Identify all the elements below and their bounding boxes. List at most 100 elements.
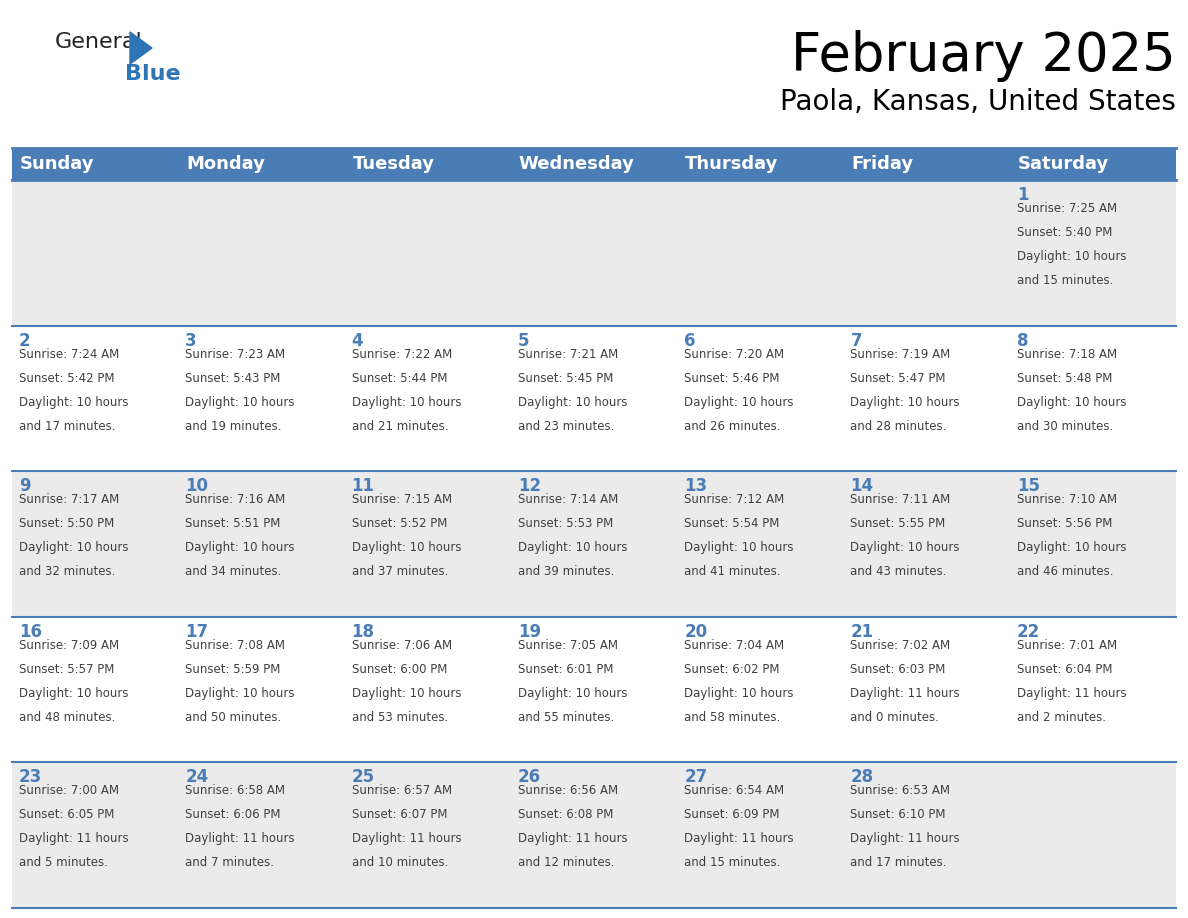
Text: Sunrise: 7:20 AM: Sunrise: 7:20 AM <box>684 348 784 361</box>
Text: Daylight: 11 hours: Daylight: 11 hours <box>684 833 794 845</box>
Text: Sunset: 6:09 PM: Sunset: 6:09 PM <box>684 809 779 822</box>
Text: and 34 minutes.: and 34 minutes. <box>185 565 282 578</box>
Text: Sunrise: 7:23 AM: Sunrise: 7:23 AM <box>185 348 285 361</box>
Text: Sunrise: 7:01 AM: Sunrise: 7:01 AM <box>1017 639 1117 652</box>
Text: Daylight: 10 hours: Daylight: 10 hours <box>518 687 627 700</box>
Text: Sunset: 6:03 PM: Sunset: 6:03 PM <box>851 663 946 676</box>
Text: and 15 minutes.: and 15 minutes. <box>1017 274 1113 287</box>
Polygon shape <box>129 32 152 64</box>
Text: Sunrise: 6:57 AM: Sunrise: 6:57 AM <box>352 784 451 798</box>
Text: Sunset: 6:01 PM: Sunset: 6:01 PM <box>518 663 613 676</box>
Text: 9: 9 <box>19 477 31 495</box>
Text: Sunset: 6:10 PM: Sunset: 6:10 PM <box>851 809 946 822</box>
Text: and 32 minutes.: and 32 minutes. <box>19 565 115 578</box>
Text: Daylight: 10 hours: Daylight: 10 hours <box>352 687 461 700</box>
Text: and 48 minutes.: and 48 minutes. <box>19 711 115 724</box>
Text: Sunset: 5:54 PM: Sunset: 5:54 PM <box>684 517 779 531</box>
Text: Daylight: 10 hours: Daylight: 10 hours <box>851 542 960 554</box>
Text: and 53 minutes.: and 53 minutes. <box>352 711 448 724</box>
Text: and 43 minutes.: and 43 minutes. <box>851 565 947 578</box>
Text: Sunset: 6:07 PM: Sunset: 6:07 PM <box>352 809 447 822</box>
Text: Sunrise: 7:25 AM: Sunrise: 7:25 AM <box>1017 202 1117 215</box>
Text: Sunset: 5:57 PM: Sunset: 5:57 PM <box>19 663 114 676</box>
Text: Sunrise: 7:02 AM: Sunrise: 7:02 AM <box>851 639 950 652</box>
Text: Thursday: Thursday <box>685 155 778 173</box>
Text: Friday: Friday <box>852 155 914 173</box>
Text: and 19 minutes.: and 19 minutes. <box>185 420 282 432</box>
Text: Sunset: 5:48 PM: Sunset: 5:48 PM <box>1017 372 1112 385</box>
Text: Sunrise: 7:18 AM: Sunrise: 7:18 AM <box>1017 348 1117 361</box>
Text: 22: 22 <box>1017 622 1040 641</box>
Text: 4: 4 <box>352 331 364 350</box>
Text: Sunset: 6:02 PM: Sunset: 6:02 PM <box>684 663 779 676</box>
Text: 24: 24 <box>185 768 209 787</box>
Text: Sunset: 5:43 PM: Sunset: 5:43 PM <box>185 372 280 385</box>
Bar <box>12 617 1176 763</box>
Bar <box>12 763 1176 908</box>
Text: 28: 28 <box>851 768 873 787</box>
Text: 6: 6 <box>684 331 696 350</box>
Text: Sunset: 5:50 PM: Sunset: 5:50 PM <box>19 517 114 531</box>
Text: Sunrise: 7:24 AM: Sunrise: 7:24 AM <box>19 348 119 361</box>
Text: 19: 19 <box>518 622 541 641</box>
Text: Sunday: Sunday <box>20 155 95 173</box>
Text: Sunrise: 7:22 AM: Sunrise: 7:22 AM <box>352 348 451 361</box>
Text: Daylight: 10 hours: Daylight: 10 hours <box>851 396 960 409</box>
Text: and 41 minutes.: and 41 minutes. <box>684 565 781 578</box>
Text: and 28 minutes.: and 28 minutes. <box>851 420 947 432</box>
Text: 5: 5 <box>518 331 530 350</box>
Text: and 17 minutes.: and 17 minutes. <box>19 420 115 432</box>
Text: and 5 minutes.: and 5 minutes. <box>19 856 108 869</box>
Text: Daylight: 11 hours: Daylight: 11 hours <box>185 833 295 845</box>
Text: 17: 17 <box>185 622 208 641</box>
Text: and 15 minutes.: and 15 minutes. <box>684 856 781 869</box>
Text: Sunset: 5:44 PM: Sunset: 5:44 PM <box>352 372 447 385</box>
Text: and 26 minutes.: and 26 minutes. <box>684 420 781 432</box>
Text: and 30 minutes.: and 30 minutes. <box>1017 420 1113 432</box>
Text: Daylight: 11 hours: Daylight: 11 hours <box>352 833 461 845</box>
Text: and 7 minutes.: and 7 minutes. <box>185 856 274 869</box>
Text: 7: 7 <box>851 331 862 350</box>
Text: 27: 27 <box>684 768 707 787</box>
Text: Sunrise: 7:11 AM: Sunrise: 7:11 AM <box>851 493 950 506</box>
Text: Daylight: 11 hours: Daylight: 11 hours <box>851 833 960 845</box>
Text: Sunrise: 7:15 AM: Sunrise: 7:15 AM <box>352 493 451 506</box>
Text: and 50 minutes.: and 50 minutes. <box>185 711 282 724</box>
Text: Daylight: 10 hours: Daylight: 10 hours <box>352 542 461 554</box>
Text: 11: 11 <box>352 477 374 495</box>
Text: Monday: Monday <box>187 155 265 173</box>
Text: Daylight: 10 hours: Daylight: 10 hours <box>684 687 794 700</box>
Text: Daylight: 10 hours: Daylight: 10 hours <box>1017 542 1126 554</box>
Text: Daylight: 10 hours: Daylight: 10 hours <box>684 396 794 409</box>
Text: Sunset: 5:45 PM: Sunset: 5:45 PM <box>518 372 613 385</box>
Text: 10: 10 <box>185 477 208 495</box>
Text: Sunrise: 7:14 AM: Sunrise: 7:14 AM <box>518 493 618 506</box>
Text: Daylight: 11 hours: Daylight: 11 hours <box>1017 687 1126 700</box>
Text: 14: 14 <box>851 477 873 495</box>
Text: 13: 13 <box>684 477 707 495</box>
Text: and 23 minutes.: and 23 minutes. <box>518 420 614 432</box>
Text: Sunrise: 7:19 AM: Sunrise: 7:19 AM <box>851 348 950 361</box>
Text: Sunrise: 7:21 AM: Sunrise: 7:21 AM <box>518 348 618 361</box>
Text: 12: 12 <box>518 477 541 495</box>
Text: and 21 minutes.: and 21 minutes. <box>352 420 448 432</box>
Text: 18: 18 <box>352 622 374 641</box>
Text: Paola, Kansas, United States: Paola, Kansas, United States <box>781 88 1176 116</box>
Text: Saturday: Saturday <box>1018 155 1108 173</box>
Text: Daylight: 10 hours: Daylight: 10 hours <box>518 542 627 554</box>
Text: 23: 23 <box>19 768 43 787</box>
Text: Sunset: 6:00 PM: Sunset: 6:00 PM <box>352 663 447 676</box>
Text: Daylight: 10 hours: Daylight: 10 hours <box>518 396 627 409</box>
Text: 2: 2 <box>19 331 31 350</box>
Text: Sunrise: 7:09 AM: Sunrise: 7:09 AM <box>19 639 119 652</box>
Text: Daylight: 11 hours: Daylight: 11 hours <box>19 833 128 845</box>
Text: Daylight: 10 hours: Daylight: 10 hours <box>684 542 794 554</box>
Text: Sunrise: 7:06 AM: Sunrise: 7:06 AM <box>352 639 451 652</box>
Text: Daylight: 10 hours: Daylight: 10 hours <box>19 396 128 409</box>
Text: Daylight: 11 hours: Daylight: 11 hours <box>851 687 960 700</box>
Text: Sunset: 5:59 PM: Sunset: 5:59 PM <box>185 663 280 676</box>
Text: 26: 26 <box>518 768 541 787</box>
Text: Sunrise: 7:16 AM: Sunrise: 7:16 AM <box>185 493 285 506</box>
Text: Sunrise: 6:53 AM: Sunrise: 6:53 AM <box>851 784 950 798</box>
Bar <box>12 180 1176 326</box>
